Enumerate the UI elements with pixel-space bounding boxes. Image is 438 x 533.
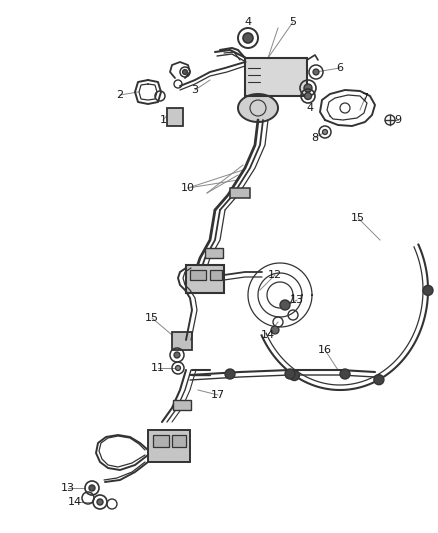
Circle shape (313, 69, 319, 75)
Text: 11: 11 (151, 363, 165, 373)
Text: 9: 9 (395, 115, 402, 125)
Circle shape (340, 369, 350, 379)
Text: 14: 14 (261, 330, 275, 340)
Circle shape (322, 130, 328, 134)
Text: 4: 4 (307, 103, 314, 113)
Text: 10: 10 (181, 183, 195, 193)
Text: 13: 13 (290, 295, 304, 305)
Text: 7: 7 (361, 93, 368, 103)
Bar (205, 248, 223, 258)
Circle shape (304, 84, 312, 92)
Bar (172, 435, 186, 447)
Circle shape (176, 366, 180, 370)
Text: 5: 5 (290, 17, 297, 27)
Text: 6: 6 (336, 63, 343, 73)
Bar (153, 435, 169, 447)
Circle shape (280, 300, 290, 310)
Circle shape (174, 352, 180, 358)
Circle shape (243, 33, 253, 43)
Bar (230, 188, 250, 198)
Polygon shape (238, 94, 278, 122)
Bar (172, 332, 192, 350)
Bar (186, 265, 224, 293)
Text: 12: 12 (268, 270, 282, 280)
Text: 14: 14 (68, 497, 82, 507)
Bar (167, 108, 183, 126)
Circle shape (304, 93, 311, 100)
Text: 15: 15 (145, 313, 159, 323)
Text: 13: 13 (61, 483, 75, 493)
Text: 4: 4 (244, 17, 251, 27)
Circle shape (183, 69, 187, 75)
Bar (173, 400, 191, 410)
Circle shape (225, 369, 235, 379)
Bar (245, 58, 307, 96)
Text: 1: 1 (159, 115, 166, 125)
Bar (210, 270, 222, 280)
Text: 17: 17 (211, 390, 225, 400)
Text: 3: 3 (191, 85, 198, 95)
Circle shape (290, 370, 299, 381)
Text: 2: 2 (117, 90, 124, 100)
Circle shape (423, 285, 433, 295)
Text: 15: 15 (351, 213, 365, 223)
Circle shape (285, 369, 295, 379)
Bar (190, 270, 206, 280)
Circle shape (374, 375, 384, 385)
Circle shape (89, 485, 95, 491)
Circle shape (97, 499, 103, 505)
Text: 8: 8 (311, 133, 318, 143)
Circle shape (271, 326, 279, 334)
Text: 16: 16 (318, 345, 332, 355)
Bar (148, 430, 190, 462)
